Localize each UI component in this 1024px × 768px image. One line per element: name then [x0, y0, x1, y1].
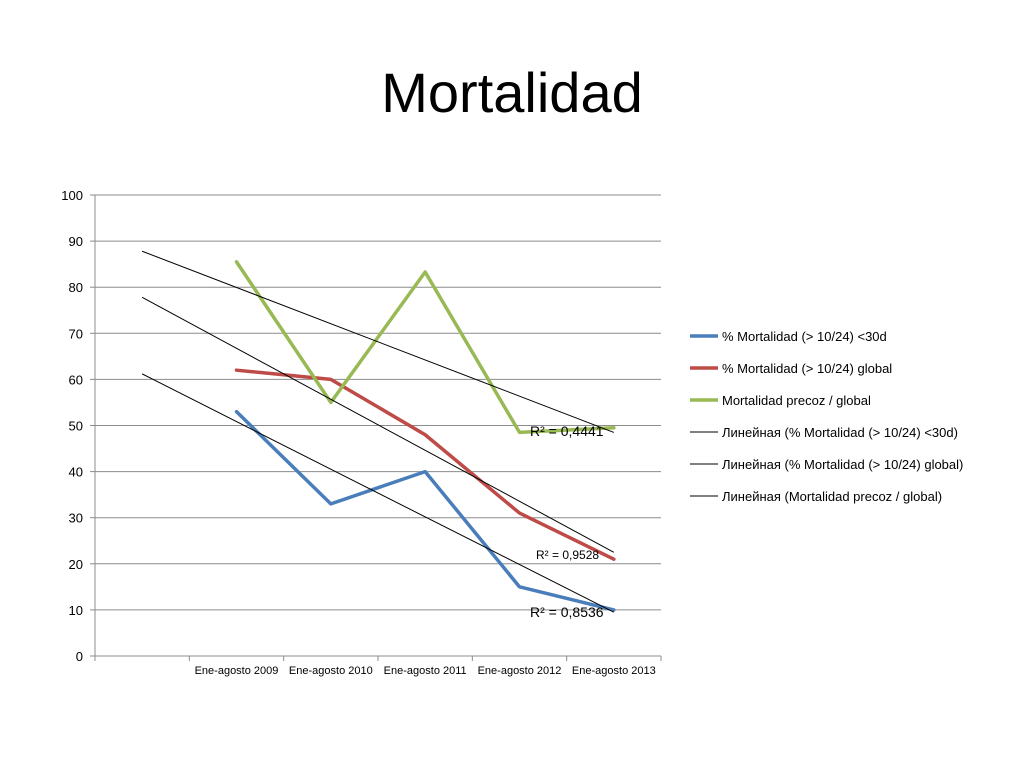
y-tick-label: 40	[69, 465, 83, 480]
x-axis-tick-labels: Ene-agosto 2009 Ene-agosto 2010 Ene-agosto…	[195, 665, 656, 677]
r-squared-labels: R² = 0,8536 R² = 0,9528 R² = 0,4441	[530, 423, 604, 620]
r2-label-3: R² = 0,4441	[530, 423, 604, 439]
x-tick-label: Ene-agosto 2010	[289, 665, 373, 677]
trend-lines	[141, 250, 615, 613]
legend: % Mortalidad (> 10/24) <30d % Mortalidad …	[690, 329, 963, 504]
y-tick-label: 20	[69, 557, 83, 572]
y-tick-label: 70	[69, 326, 83, 341]
legend-label: Линейная (% Mortalidad (> 10/24) <30d)	[722, 425, 958, 440]
gridlines	[95, 194, 661, 611]
axes	[90, 194, 662, 661]
series-line-3	[234, 260, 616, 435]
slide-title: Mortalidad	[381, 61, 643, 124]
x-tick-label: Ene-agosto 2009	[195, 665, 279, 677]
y-axis-tick-labels: 0 10 20 30 40 50 60 70 80 90 100	[61, 188, 83, 664]
r2-label-2: R² = 0,9528	[536, 548, 599, 562]
legend-label: Mortalidad precoz / global	[722, 393, 871, 408]
legend-label: % Mortalidad (> 10/24) global	[722, 361, 892, 376]
y-tick-label: 30	[69, 511, 83, 526]
y-tick-label: 60	[69, 372, 83, 387]
y-tick-label: 50	[69, 419, 83, 434]
trend-line-1	[141, 373, 615, 613]
series-line-2	[234, 368, 616, 561]
series-lines	[234, 260, 616, 612]
x-tick-label: Ene-agosto 2012	[478, 665, 562, 677]
y-tick-label: 0	[76, 649, 83, 664]
x-tick-label: Ene-agosto 2013	[572, 665, 656, 677]
trend-line-3	[141, 250, 615, 433]
legend-label: Линейная (% Mortalidad (> 10/24) global)	[722, 457, 963, 472]
legend-label: Линейная (Mortalidad precoz / global)	[722, 489, 942, 504]
y-tick-label: 100	[61, 188, 83, 203]
r2-label-1: R² = 0,8536	[530, 604, 604, 620]
series-line-1	[234, 409, 616, 612]
x-tick-label: Ene-agosto 2011	[384, 665, 467, 677]
y-tick-label: 10	[69, 603, 83, 618]
y-tick-label: 80	[69, 280, 83, 295]
trend-line-2	[141, 296, 615, 553]
y-tick-label: 90	[69, 234, 83, 249]
legend-label: % Mortalidad (> 10/24) <30d	[722, 329, 887, 344]
